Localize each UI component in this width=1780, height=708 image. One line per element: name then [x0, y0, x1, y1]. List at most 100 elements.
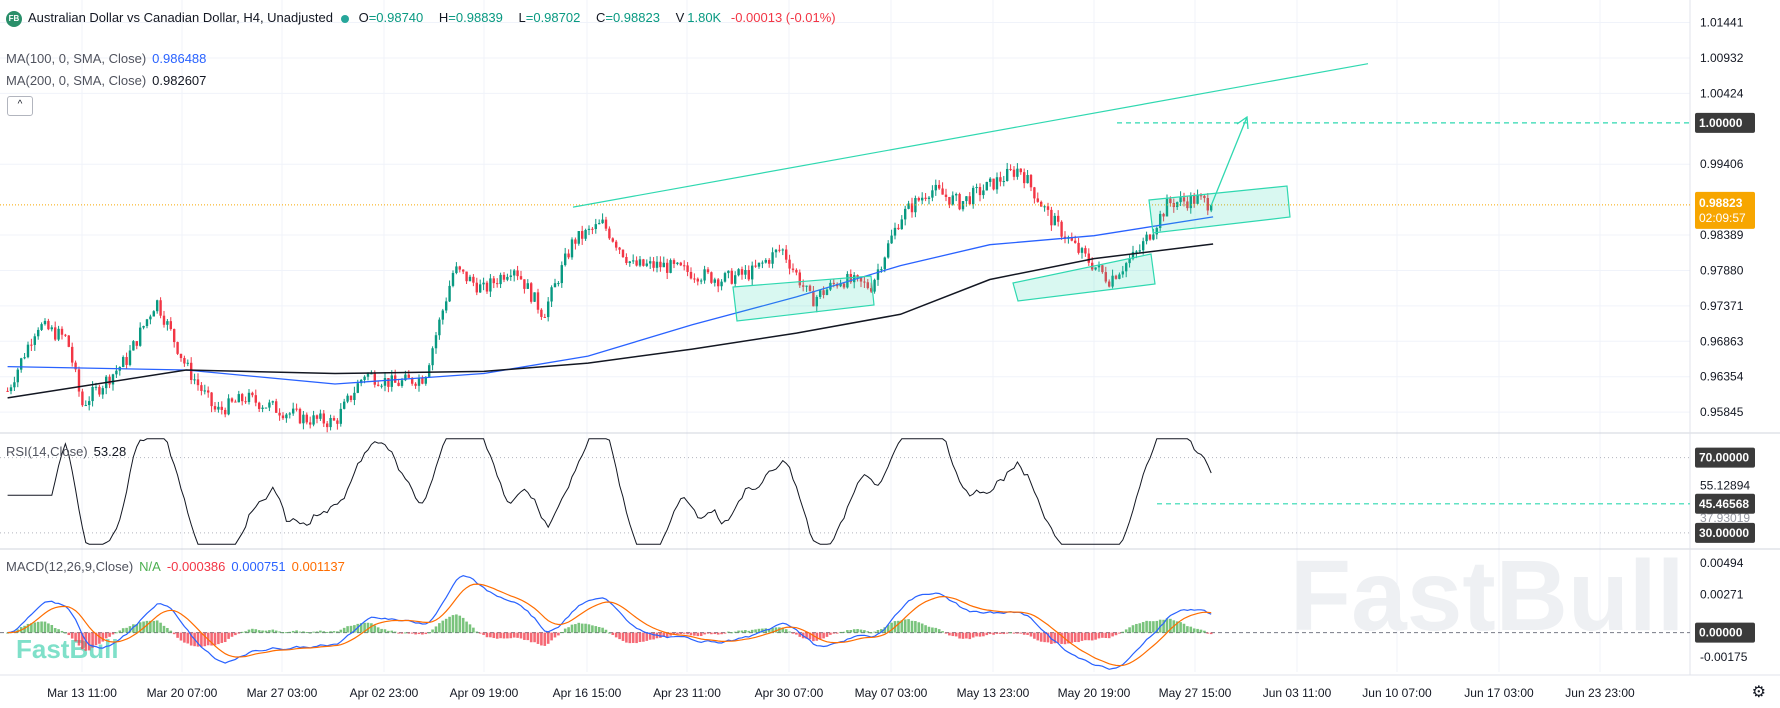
candle-body — [393, 375, 397, 383]
candle-body — [801, 285, 805, 287]
macd-hist-bar — [502, 632, 506, 639]
candle-body — [679, 262, 682, 266]
candle-body — [1107, 281, 1111, 287]
candle-body — [846, 273, 849, 288]
candle-body — [703, 269, 706, 281]
settings-gear-icon[interactable]: ⚙ — [1751, 684, 1766, 701]
candle-body — [64, 334, 67, 336]
macd-hist-bar — [533, 632, 536, 643]
candle-body — [512, 270, 516, 276]
candle-body — [893, 227, 897, 236]
collapse-legend-button[interactable]: ^ — [7, 96, 33, 116]
macd-legend[interactable]: MACD(12,26,9,Close) N/A -0.000386 0.000751 0… — [6, 559, 351, 574]
candle-body — [125, 357, 128, 365]
macd-hist-bar — [849, 630, 853, 633]
candle-body — [179, 353, 183, 359]
macd-hist-bar — [914, 621, 917, 633]
price-pane[interactable] — [0, 63, 1690, 433]
macd-hist-bar — [628, 632, 632, 644]
macd-hist-bar — [138, 622, 142, 633]
macd-hist-bar — [186, 632, 190, 644]
candle-body — [747, 270, 750, 280]
macd-hist-bar — [1196, 628, 1199, 633]
candle-body — [631, 260, 635, 262]
candle-body — [424, 377, 427, 384]
flag-box-2 — [1012, 253, 1156, 302]
candle-body — [1169, 198, 1172, 204]
macd-hist-bar — [43, 621, 47, 633]
macd-hist-bar — [421, 632, 424, 635]
candle-body — [247, 392, 251, 403]
macd-hist-bar — [907, 619, 910, 633]
macd-hist-bar — [608, 632, 611, 634]
candle-body — [298, 408, 302, 424]
candle-body — [349, 395, 353, 400]
candle-body — [84, 405, 87, 407]
macd-hist-bar — [1036, 632, 1040, 641]
macd-hist-bar — [142, 621, 145, 633]
macd-hist-bar — [451, 615, 455, 633]
macd-hist-bar — [1111, 632, 1114, 637]
macd-hist-bar — [791, 632, 795, 634]
macd-hist-bar — [33, 622, 37, 633]
macd-hist-bar — [329, 631, 332, 633]
macd-hist-bar — [866, 631, 870, 633]
macd-hist-bar — [169, 630, 173, 633]
macd-hist-bar — [1090, 632, 1094, 641]
macd-hist-bar — [665, 632, 669, 638]
candle-body — [332, 418, 336, 421]
candle-body — [903, 208, 907, 220]
macd-hist-value: -0.000386 — [166, 559, 226, 574]
rsi-tag-text: 45.46568 — [1699, 497, 1749, 511]
macd-hist-bar — [1005, 632, 1009, 634]
candle-body — [1199, 195, 1203, 197]
candle-body — [108, 376, 111, 385]
macd-hist-bar — [648, 632, 652, 640]
candle-body — [373, 373, 376, 385]
candle-body — [223, 409, 227, 415]
macd-hist-bar — [40, 621, 43, 633]
candle-body — [1186, 201, 1189, 209]
candle-body — [264, 407, 268, 409]
candle-body — [601, 219, 604, 224]
rsi-legend[interactable]: RSI(14,Close) 53.28 — [6, 444, 132, 459]
candle-body — [917, 198, 920, 201]
candle-body — [754, 265, 757, 267]
macd-hist-bar — [856, 629, 859, 633]
candle-body — [200, 385, 203, 391]
candle-body — [597, 223, 601, 225]
macd-pane[interactable] — [0, 575, 1690, 670]
candle-body — [380, 385, 383, 387]
candle-body — [587, 228, 591, 230]
macd-hist-bar — [101, 632, 105, 642]
macd-hist-bar — [179, 632, 183, 641]
macd-hist-bar — [427, 632, 431, 634]
time-tick-label: Apr 02 23:00 — [350, 686, 419, 700]
candle-body — [574, 239, 577, 244]
macd-hist-bar — [584, 623, 587, 633]
macd-hist-bar — [509, 632, 513, 639]
macd-hist-bar — [342, 627, 346, 633]
candle-body — [825, 289, 829, 295]
symbol-title[interactable]: Australian Dollar vs Canadian Dollar, H4… — [28, 10, 333, 25]
candle-body — [492, 278, 495, 284]
candle-body — [288, 413, 291, 415]
macd-hist-bar — [213, 632, 217, 646]
change-value: -0.00013 (-0.01%) — [730, 10, 836, 25]
candle-body — [737, 269, 740, 276]
rsi-pane[interactable] — [0, 438, 1690, 545]
ma100-legend[interactable]: MA(100, 0, SMA, Close) 0.986488 — [6, 51, 212, 66]
macd-hist-bar — [128, 626, 132, 633]
macd-hist-bar — [1084, 632, 1087, 641]
price-tick-label: 0.96863 — [1700, 334, 1744, 348]
macd-hist-bar — [512, 632, 516, 638]
macd-hist-bar — [1087, 632, 1091, 641]
macd-hist-bar — [750, 629, 754, 633]
macd-hist-bar — [971, 632, 975, 638]
macd-hist-bar — [886, 624, 890, 633]
watermark: FastBull FastBull — [16, 540, 1684, 664]
ma200-legend[interactable]: MA(200, 0, SMA, Close) 0.982607 — [6, 73, 212, 88]
candle-body — [213, 406, 217, 410]
candle-body — [1046, 206, 1050, 210]
